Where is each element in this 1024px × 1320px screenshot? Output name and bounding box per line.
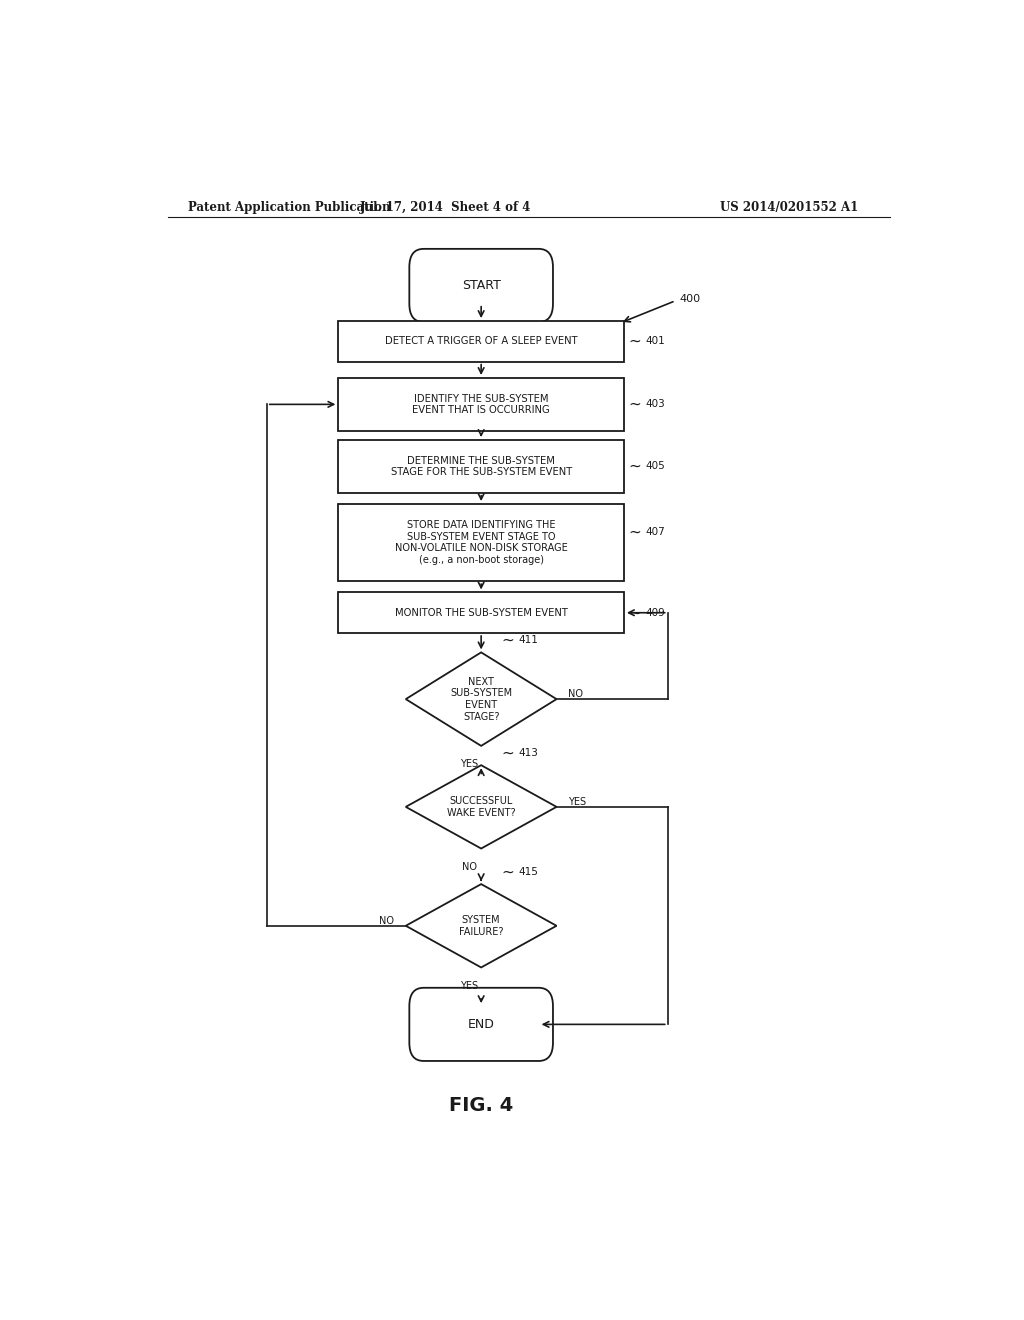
Bar: [338, 378, 624, 430]
Text: NO: NO: [462, 862, 477, 871]
Text: ~: ~: [628, 525, 641, 540]
Text: 405: 405: [645, 462, 666, 471]
Text: IDENTIFY THE SUB-SYSTEM
EVENT THAT IS OCCURRING: IDENTIFY THE SUB-SYSTEM EVENT THAT IS OC…: [413, 393, 550, 416]
Bar: [338, 504, 624, 581]
Text: SYSTEM
FAILURE?: SYSTEM FAILURE?: [459, 915, 504, 937]
Bar: [338, 593, 624, 634]
Text: YES: YES: [568, 797, 587, 807]
Text: ~: ~: [501, 632, 514, 648]
FancyBboxPatch shape: [410, 987, 553, 1061]
Bar: [338, 440, 624, 492]
Text: 407: 407: [645, 528, 666, 537]
Text: 411: 411: [518, 635, 539, 645]
Text: 401: 401: [645, 337, 666, 346]
Text: Patent Application Publication: Patent Application Publication: [187, 201, 390, 214]
Text: START: START: [462, 279, 501, 292]
Text: NEXT
SUB-SYSTEM
EVENT
STAGE?: NEXT SUB-SYSTEM EVENT STAGE?: [451, 677, 512, 722]
Text: 415: 415: [518, 867, 539, 876]
Text: SUCCESSFUL
WAKE EVENT?: SUCCESSFUL WAKE EVENT?: [446, 796, 515, 817]
Polygon shape: [406, 884, 557, 968]
Text: ~: ~: [628, 334, 641, 348]
Text: DETECT A TRIGGER OF A SLEEP EVENT: DETECT A TRIGGER OF A SLEEP EVENT: [385, 337, 578, 346]
Polygon shape: [406, 652, 557, 746]
Text: MONITOR THE SUB-SYSTEM EVENT: MONITOR THE SUB-SYSTEM EVENT: [394, 607, 567, 618]
Polygon shape: [406, 766, 557, 849]
Text: ~: ~: [628, 459, 641, 474]
Text: END: END: [468, 1018, 495, 1031]
Text: Jul. 17, 2014  Sheet 4 of 4: Jul. 17, 2014 Sheet 4 of 4: [359, 201, 531, 214]
Text: 413: 413: [518, 748, 539, 758]
Text: NO: NO: [379, 916, 394, 925]
Text: YES: YES: [460, 981, 478, 991]
FancyBboxPatch shape: [410, 249, 553, 322]
Text: 409: 409: [645, 607, 666, 618]
Text: ~: ~: [628, 606, 641, 620]
Text: FIG. 4: FIG. 4: [450, 1096, 513, 1115]
Text: 403: 403: [645, 400, 666, 409]
Text: ~: ~: [628, 397, 641, 412]
Text: 400: 400: [680, 293, 700, 304]
Bar: [338, 321, 624, 362]
Text: YES: YES: [460, 759, 478, 770]
Text: STORE DATA IDENTIFYING THE
SUB-SYSTEM EVENT STAGE TO
NON-VOLATILE NON-DISK STORA: STORE DATA IDENTIFYING THE SUB-SYSTEM EV…: [395, 520, 567, 565]
Text: US 2014/0201552 A1: US 2014/0201552 A1: [720, 201, 858, 214]
Text: ~: ~: [501, 865, 514, 879]
Text: DETERMINE THE SUB-SYSTEM
STAGE FOR THE SUB-SYSTEM EVENT: DETERMINE THE SUB-SYSTEM STAGE FOR THE S…: [390, 455, 571, 477]
Text: ~: ~: [501, 746, 514, 760]
Text: NO: NO: [568, 689, 584, 700]
